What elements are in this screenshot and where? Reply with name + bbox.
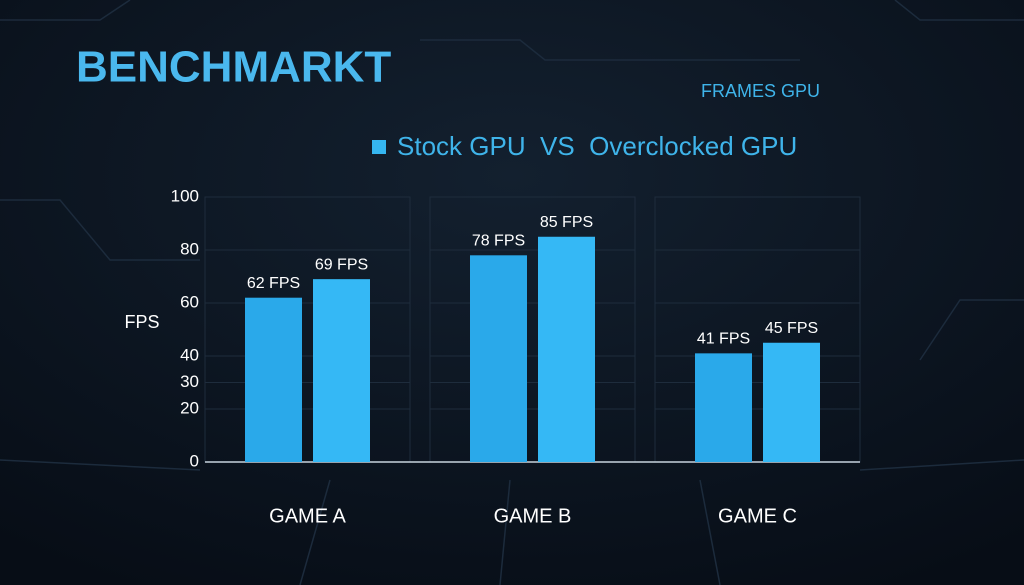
legend-label: Stock GPU VS Overclocked GPU [397, 131, 797, 161]
y-tick-label: 40 [180, 345, 199, 364]
bar [470, 255, 527, 462]
bar [313, 279, 370, 462]
y-tick-label: 0 [190, 451, 199, 470]
x-tick-label: GAME C [718, 505, 797, 527]
x-tick-label: GAME B [494, 505, 572, 527]
value-label: 45 FPS [765, 320, 818, 337]
y-axis-label: FPS [124, 312, 159, 332]
chart-title: BENCHMARKT [76, 43, 391, 92]
value-label: 78 FPS [472, 233, 525, 250]
chart-subtitle: FRAMES GPU [701, 81, 820, 101]
legend-marker [372, 140, 386, 154]
bar [695, 353, 752, 462]
value-label: 69 FPS [315, 256, 368, 273]
x-tick-label: GAME A [269, 505, 346, 527]
y-tick-label: 60 [180, 292, 199, 311]
y-tick-label: 80 [180, 239, 199, 258]
y-tick-label: 20 [180, 398, 199, 417]
value-label: 85 FPS [540, 214, 593, 231]
bar [245, 297, 302, 462]
value-label: 62 FPS [247, 275, 300, 292]
bar [538, 236, 595, 462]
y-tick-label: 100 [171, 186, 199, 205]
value-label: 41 FPS [697, 331, 750, 348]
y-tick-label: 30 [180, 372, 199, 391]
bar [763, 342, 820, 462]
